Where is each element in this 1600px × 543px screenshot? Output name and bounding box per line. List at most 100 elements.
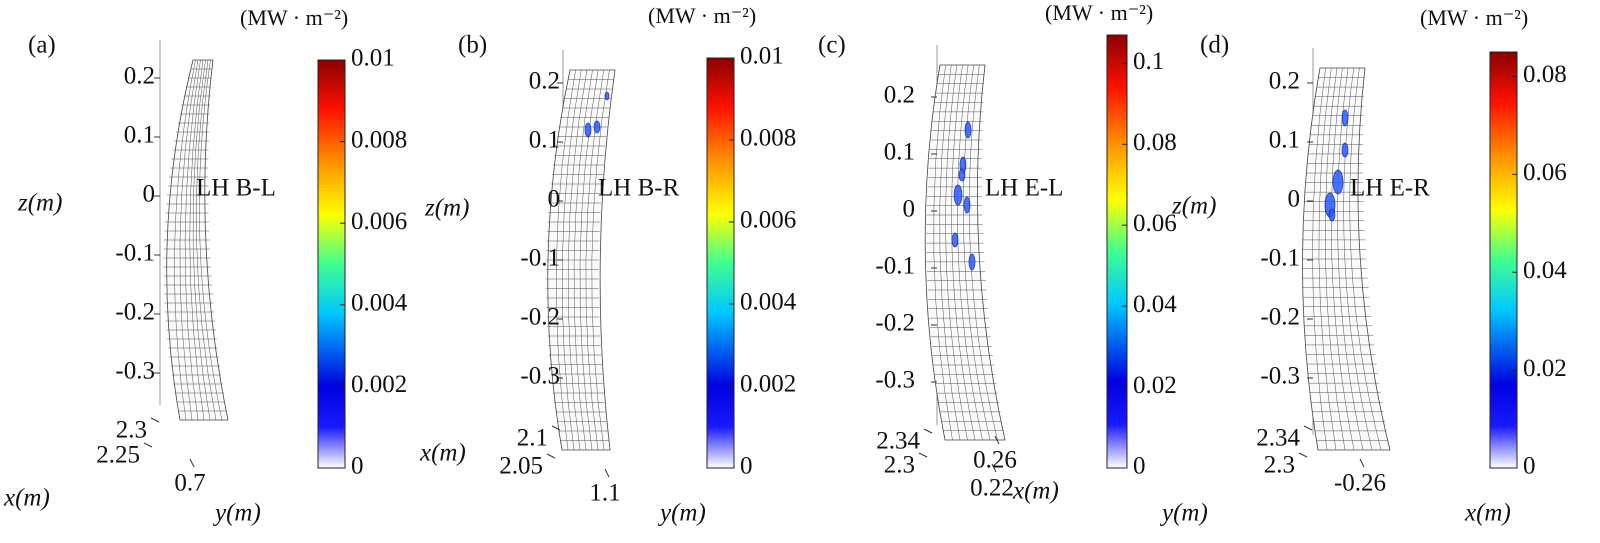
colorbar-tick-label: 0.04 xyxy=(1523,257,1567,284)
colorbar-tick-label: 0.008 xyxy=(740,125,796,152)
hotspot xyxy=(964,121,972,139)
x-tick xyxy=(918,452,928,458)
z-tick-label: -0.2 xyxy=(875,310,915,337)
z-tick-label: -0.1 xyxy=(875,253,915,280)
y-tick xyxy=(991,463,997,473)
colorbar-tick-label: 0.08 xyxy=(1523,61,1567,88)
z-tick-label: 0 xyxy=(143,181,156,208)
z-axis-label: z(m) xyxy=(1171,193,1216,220)
colorbar xyxy=(1489,51,1518,469)
hotspot xyxy=(1341,109,1349,127)
colorbar-tick-label: 0.1 xyxy=(1133,48,1164,75)
colorbar-tick-label: 0.02 xyxy=(1523,355,1567,382)
z-tick-label: 0.2 xyxy=(884,82,915,109)
mesh-line xyxy=(585,69,604,451)
mesh-line xyxy=(933,64,953,441)
colorbar-tick-label: 0 xyxy=(740,453,753,480)
hotspot xyxy=(1332,169,1344,195)
y-axis-label: y(m) xyxy=(657,500,706,527)
y-tick xyxy=(994,435,1000,445)
z-tick-label: 0.1 xyxy=(884,139,915,166)
x-tick xyxy=(551,425,561,431)
colorbar-tick-label: 0.004 xyxy=(740,289,797,316)
colorbar xyxy=(1106,34,1128,469)
hotspot xyxy=(963,196,971,214)
x-tick xyxy=(150,417,160,423)
colorbar xyxy=(706,57,735,469)
hotspot xyxy=(968,253,976,271)
z-tick-label: -0.3 xyxy=(520,363,560,390)
x-tick-label: 2.3 xyxy=(116,417,147,444)
z-tick-label: -0.3 xyxy=(1260,363,1300,390)
hotspot xyxy=(958,168,966,182)
x-tick-label: 2.3 xyxy=(1264,452,1295,479)
mesh-line xyxy=(969,64,998,441)
hotspot xyxy=(953,184,963,206)
x-tick xyxy=(143,442,153,448)
hotspot xyxy=(1341,142,1349,158)
x-axis-label: x(m) xyxy=(419,440,466,467)
colorbar-tick-label: 0.006 xyxy=(740,207,796,234)
y-tick xyxy=(189,458,195,468)
z-tick-label: 0 xyxy=(548,186,561,213)
colorbar-tick-label: 0 xyxy=(1523,453,1536,480)
mesh-line xyxy=(196,59,217,421)
z-tick-label: 0.2 xyxy=(1269,68,1300,95)
colorbar-tick-label: 0.01 xyxy=(351,45,395,72)
annotation: LH E-L xyxy=(985,175,1063,202)
x-tick xyxy=(1303,425,1313,431)
x-tick xyxy=(546,453,556,459)
x-tick-label: 2.34 xyxy=(876,428,920,455)
mesh-line xyxy=(192,59,211,421)
y-tick xyxy=(1359,458,1365,468)
y-tick-label: 1.1 xyxy=(589,480,620,507)
mesh-line xyxy=(189,59,205,421)
mesh-line xyxy=(1324,67,1346,451)
mesh-line xyxy=(951,64,976,441)
mesh-line xyxy=(1331,67,1355,451)
z-tick-label: -0.2 xyxy=(1260,304,1300,331)
y-tick-label: -0.26 xyxy=(1334,470,1386,497)
z-tick-label: -0.2 xyxy=(520,304,560,331)
z-axis-label: z(m) xyxy=(17,190,62,217)
panel-label: (d) xyxy=(1200,32,1229,59)
mesh-line xyxy=(939,64,961,441)
colorbar-tick-label: 0.02 xyxy=(1133,372,1177,399)
x-axis-label: x(m) xyxy=(1012,478,1059,505)
colorbar-tick-label: 0.06 xyxy=(1133,210,1177,237)
hotspot xyxy=(1328,208,1336,222)
mesh-line xyxy=(573,69,593,451)
mesh-line xyxy=(179,59,199,421)
mesh-line xyxy=(591,69,610,451)
colorbar-tick-label: 0.01 xyxy=(740,43,784,70)
z-tick-label: 0.2 xyxy=(124,63,155,90)
mesh-line xyxy=(1349,67,1382,451)
x-tick-label: 2.34 xyxy=(1256,425,1300,452)
panel-label: (b) xyxy=(458,32,487,59)
z-tick-label: 0.1 xyxy=(529,127,560,154)
colorbar-title: (MW · m⁻²) xyxy=(240,5,348,30)
colorbar-tick-label: 0.06 xyxy=(1523,159,1567,186)
hotspot xyxy=(951,232,959,248)
z-tick-label: 0.2 xyxy=(529,68,560,95)
y-axis-label: y(m) xyxy=(1159,500,1208,527)
x-tick-label: 2.3 xyxy=(884,452,915,479)
colorbar-tick-label: 0.006 xyxy=(351,208,407,235)
z-tick-label: -0.1 xyxy=(115,240,155,267)
z-tick-label: -0.1 xyxy=(1260,245,1300,272)
colorbar-title: (MW · m⁻²) xyxy=(1420,5,1528,30)
x-tick-label: 2.1 xyxy=(517,425,548,452)
colorbar-title: (MW · m⁻²) xyxy=(1045,0,1153,25)
hotspot xyxy=(584,122,592,138)
mesh-line xyxy=(1312,67,1328,451)
z-tick-label: 0 xyxy=(903,196,916,223)
y-tick-label: 0.22 xyxy=(970,475,1014,502)
x-axis-label: x(m) xyxy=(3,485,50,512)
y-tick xyxy=(604,468,610,478)
colorbar-tick-label: 0.04 xyxy=(1133,291,1177,318)
x-tick-label: 2.05 xyxy=(499,453,543,480)
annotation: LH E-R xyxy=(1350,175,1430,202)
mesh-line xyxy=(199,59,223,421)
colorbar-tick-label: 0.002 xyxy=(740,371,796,398)
colorbar-tick-label: 0 xyxy=(351,453,364,480)
